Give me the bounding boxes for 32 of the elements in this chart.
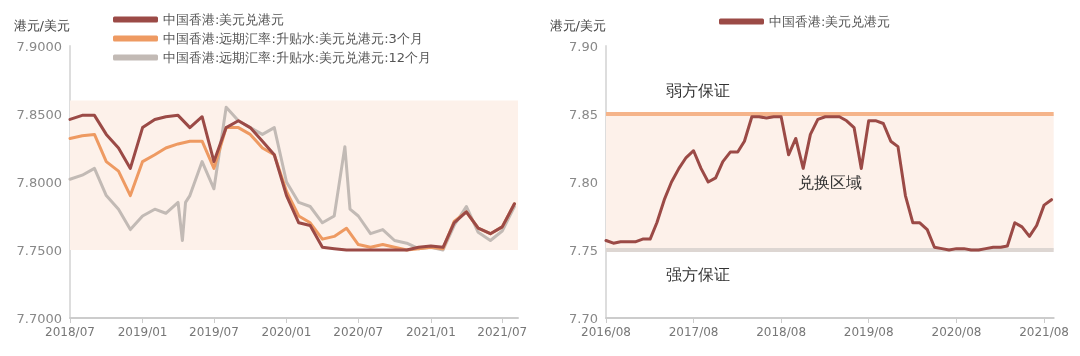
x-tick-label: 2021/08 <box>1019 325 1069 339</box>
x-tick-label: 2018/07 <box>45 325 95 339</box>
ref-line-label: 弱方保证 <box>666 80 730 100</box>
band-label: 兑换区域 <box>797 172 862 192</box>
x-tick-label: 2020/07 <box>333 325 384 339</box>
ref-line-label: 强方保证 <box>666 264 730 284</box>
x-tick-label: 2019/07 <box>189 325 239 339</box>
legend-label: 中国香港:远期汇率:升贴水:美元兑港元:12个月 <box>163 50 432 65</box>
y-tick-label: 7.75 <box>569 242 598 258</box>
x-tick-label: 2020/08 <box>931 325 982 339</box>
x-tick-label: 2021/01 <box>405 325 456 339</box>
x-tick-label: 2019/08 <box>843 325 894 339</box>
y-tick-label: 7.9000 <box>16 38 62 54</box>
y-tick-label: 7.7000 <box>16 310 62 326</box>
y-axis-title: 港元/美元 <box>549 18 606 33</box>
y-tick-label: 7.8000 <box>16 174 62 190</box>
legend-label: 中国香港:美元兑港元 <box>769 14 891 29</box>
y-tick-label: 7.70 <box>569 310 598 326</box>
x-tick-label: 2019/01 <box>117 325 168 339</box>
y-tick-label: 7.90 <box>569 38 598 54</box>
y-tick-label: 7.7500 <box>16 242 62 258</box>
legend-label: 中国香港:美元兑港元 <box>163 12 285 27</box>
x-tick-label: 2017/08 <box>668 325 719 339</box>
x-tick-label: 2020/01 <box>261 325 312 339</box>
y-tick-label: 7.8500 <box>16 106 62 122</box>
y-tick-label: 7.80 <box>569 174 598 190</box>
y-tick-label: 7.85 <box>569 106 598 122</box>
y-axis-title: 港元/美元 <box>13 18 70 33</box>
x-tick-label: 2021/07 <box>477 325 528 339</box>
x-tick-label: 2018/08 <box>756 325 807 339</box>
x-tick-label: 2016/08 <box>581 325 631 339</box>
legend-label: 中国香港:远期汇率:升贴水:美元兑港元:3个月 <box>163 31 423 46</box>
